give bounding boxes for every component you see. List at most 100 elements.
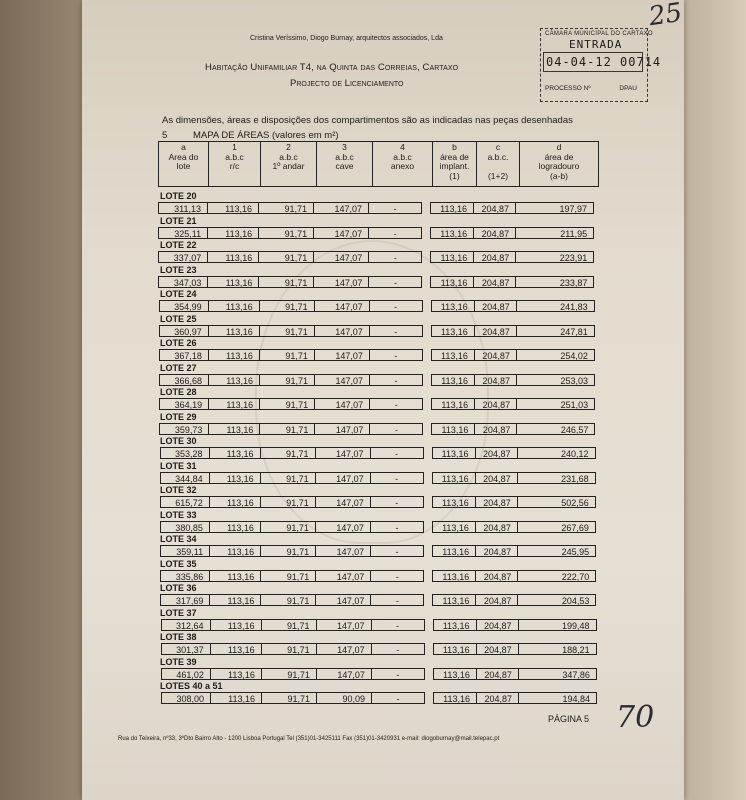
cell-4: - — [368, 251, 423, 263]
cell-3: 147,07 — [315, 545, 372, 557]
cell-2: 91,71 — [259, 496, 316, 508]
cell-c: 204,87 — [474, 422, 518, 435]
cell-d: 251,03 — [516, 398, 596, 410]
column-key: 3 — [342, 142, 347, 152]
cell-2: 91,71 — [260, 643, 317, 655]
cell-2: 91,71 — [260, 594, 317, 606]
cell-2: 91,71 — [258, 275, 315, 288]
cell-d: 211,95 — [515, 226, 595, 239]
stamp-entrada: ENTRADA — [569, 38, 623, 51]
cell-2: 91,71 — [258, 349, 315, 361]
lot-label: LOTE 39 — [160, 656, 197, 667]
cell-d: 246,57 — [516, 422, 596, 435]
cell-c: 204,87 — [474, 398, 518, 410]
cell-b: 113,16 — [430, 349, 475, 361]
cell-c: 204,87 — [476, 692, 519, 704]
footer-address: Rua do Teixeira, nº33, 3ºDto Bairro Alto… — [118, 736, 500, 742]
areas-table-header: a Area do lote 1 a.b.c r/c 2 a.b.c 1º andar 3 a.b.… — [158, 141, 599, 187]
cell-3: 147,07 — [315, 594, 372, 606]
cell-4: - — [369, 520, 424, 533]
cell-d: 231,68 — [516, 471, 596, 484]
cell-d: 204,53 — [517, 594, 597, 606]
cell-a: 312,64 — [160, 618, 211, 631]
cell-2: 91,71 — [258, 324, 315, 337]
cell-c: 204,87 — [473, 275, 517, 288]
cell-a: 360,97 — [158, 324, 209, 337]
cell-4: - — [368, 324, 423, 337]
column-label: lote — [176, 161, 191, 171]
column-label: a.b.c — [225, 151, 244, 162]
cell-a: 359,11 — [160, 545, 211, 557]
cell-2: 91,71 — [259, 471, 316, 484]
cell-c: 204,87 — [474, 471, 518, 484]
firm-name: Cristina Veríssimo, Diogo Burnay, arquit… — [250, 35, 443, 42]
column-key: c — [495, 142, 501, 152]
cell-1: 113,16 — [209, 569, 262, 582]
column-label: logradouro — [538, 161, 580, 171]
cell-c: 204,87 — [475, 545, 519, 557]
cell-c: 204,87 — [473, 251, 517, 263]
cell-b: 113,16 — [432, 569, 477, 582]
cell-d: 502,56 — [516, 496, 596, 508]
cell-a: 317,69 — [160, 594, 211, 606]
lot-label: LOTE 27 — [160, 362, 197, 373]
cell-a: 366,68 — [159, 373, 210, 386]
cell-1: 113,16 — [209, 594, 262, 606]
cell-c: 204,87 — [475, 569, 519, 582]
column-label: cave — [335, 161, 354, 171]
cell-a: 380,85 — [159, 520, 210, 533]
cell-2: 91,71 — [259, 422, 316, 435]
cell-2: 91,71 — [258, 300, 315, 312]
cell-a: 337,07 — [158, 251, 209, 263]
cell-c: 204,87 — [473, 300, 517, 312]
column-label: implant. — [439, 161, 470, 171]
lot-label: LOTE 29 — [160, 411, 197, 422]
section-number: 5 — [162, 130, 168, 141]
cell-2: 91,71 — [259, 520, 316, 533]
cell-4: - — [369, 471, 424, 484]
watermark — [255, 240, 489, 544]
cell-3: 147,07 — [314, 496, 371, 508]
cell-3: 147,07 — [315, 643, 372, 655]
page-number: PÁGINA 5 — [548, 714, 590, 724]
cell-b: 113,16 — [430, 226, 475, 239]
cell-3: 147,07 — [314, 398, 371, 410]
cell-3: 147,07 — [314, 422, 371, 435]
document-subtitle: Projecto de Licenciamento — [290, 78, 404, 89]
cell-d: 194,84 — [518, 692, 597, 704]
cell-3: 147,07 — [315, 569, 372, 582]
cell-4: - — [368, 226, 423, 239]
lot-label: LOTE 25 — [160, 313, 197, 324]
lot-label: LOTE 37 — [160, 607, 197, 618]
lot-label: LOTE 32 — [160, 485, 197, 495]
cell-c: 204,87 — [474, 496, 518, 508]
cell-d: 240,12 — [516, 447, 596, 459]
cell-2: 91,71 — [258, 226, 315, 239]
cell-1: 113,16 — [208, 496, 261, 508]
cell-2: 91,71 — [261, 692, 317, 704]
cell-4: - — [369, 422, 424, 435]
cell-1: 113,16 — [207, 251, 260, 263]
cell-d: 267,69 — [516, 520, 596, 533]
cell-4: - — [368, 275, 423, 288]
cell-1: 113,16 — [209, 643, 262, 655]
cell-b: 113,16 — [432, 545, 477, 557]
column-label: área de — [440, 151, 469, 162]
column-key: 1 — [232, 142, 237, 152]
cell-1: 113,16 — [207, 202, 259, 214]
cell-4: - — [370, 569, 425, 582]
column-key: 2 — [286, 142, 291, 152]
column-key: 4 — [400, 142, 405, 152]
lot-label: LOTE 31 — [160, 460, 197, 471]
cell-4: - — [371, 692, 425, 704]
column-header-a: a Area do lote — [158, 141, 209, 187]
cell-a: 359,73 — [159, 422, 210, 435]
cell-4: - — [368, 202, 422, 214]
stamp-process-label: PROCESSO Nº — [545, 85, 591, 92]
cell-1: 113,16 — [208, 422, 261, 435]
cell-3: 147,07 — [315, 667, 372, 680]
cell-c: 204,87 — [473, 324, 517, 337]
lot-label: LOTE 33 — [160, 509, 197, 520]
cell-c: 204,87 — [475, 643, 519, 655]
cell-3: 147,07 — [313, 349, 370, 361]
